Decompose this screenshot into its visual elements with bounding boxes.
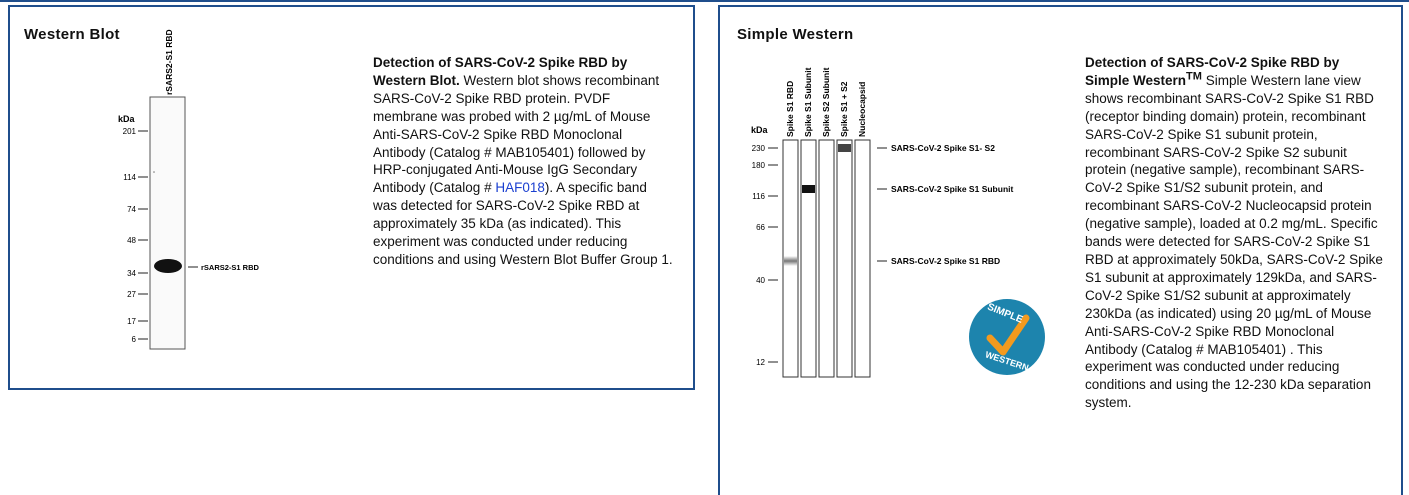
speck [153,171,155,173]
lane-label: Spike S1 RBD [785,81,795,137]
kda-marker: 48 [127,236,136,245]
band [154,259,182,273]
kda-marker: 66 [756,223,765,232]
lane-label: Spike S1 + S2 [839,81,849,137]
kda-marker: 27 [127,290,136,299]
lane-label: rSARS2-S1 RBD [164,29,174,95]
blot-membrane [150,97,185,349]
kda-label: kDa [751,125,769,135]
kda-marker: 74 [127,205,136,214]
lane-label: Nucleocapsid [857,82,867,137]
kda-marker: 40 [756,276,765,285]
kda-marker: 114 [123,173,136,182]
kda-marker: 116 [752,192,765,201]
band [838,144,851,152]
band [784,256,797,266]
kda-marker: 34 [127,269,136,278]
band-label: SARS-CoV-2 Spike S1 Subunit [891,184,1013,194]
band [802,185,815,193]
kda-marker: 17 [127,317,136,326]
band-label: rSARS2-S1 RBD [201,263,260,272]
kda-marker: 230 [752,144,766,153]
kda-marker: 180 [752,161,766,170]
kda-label: kDa [118,114,136,124]
kda-marker: 201 [123,127,137,136]
figures: SIMPLE WESTERN kDa 201 114 74 48 34 27 17 6 rSARS… [0,0,1409,489]
lane-label: Spike S2 Subunit [821,67,831,137]
simple-western-logo: SIMPLE WESTERN [969,299,1045,375]
kda-marker: 12 [756,358,765,367]
kda-marker: 6 [132,335,137,344]
lane-label: Spike S1 Subunit [803,67,813,137]
page: Western Blot Simple Western Detection of… [0,0,1409,489]
band-label: SARS-CoV-2 Spike S1- S2 [891,143,995,153]
band-label: SARS-CoV-2 Spike S1 RBD [891,256,1000,266]
